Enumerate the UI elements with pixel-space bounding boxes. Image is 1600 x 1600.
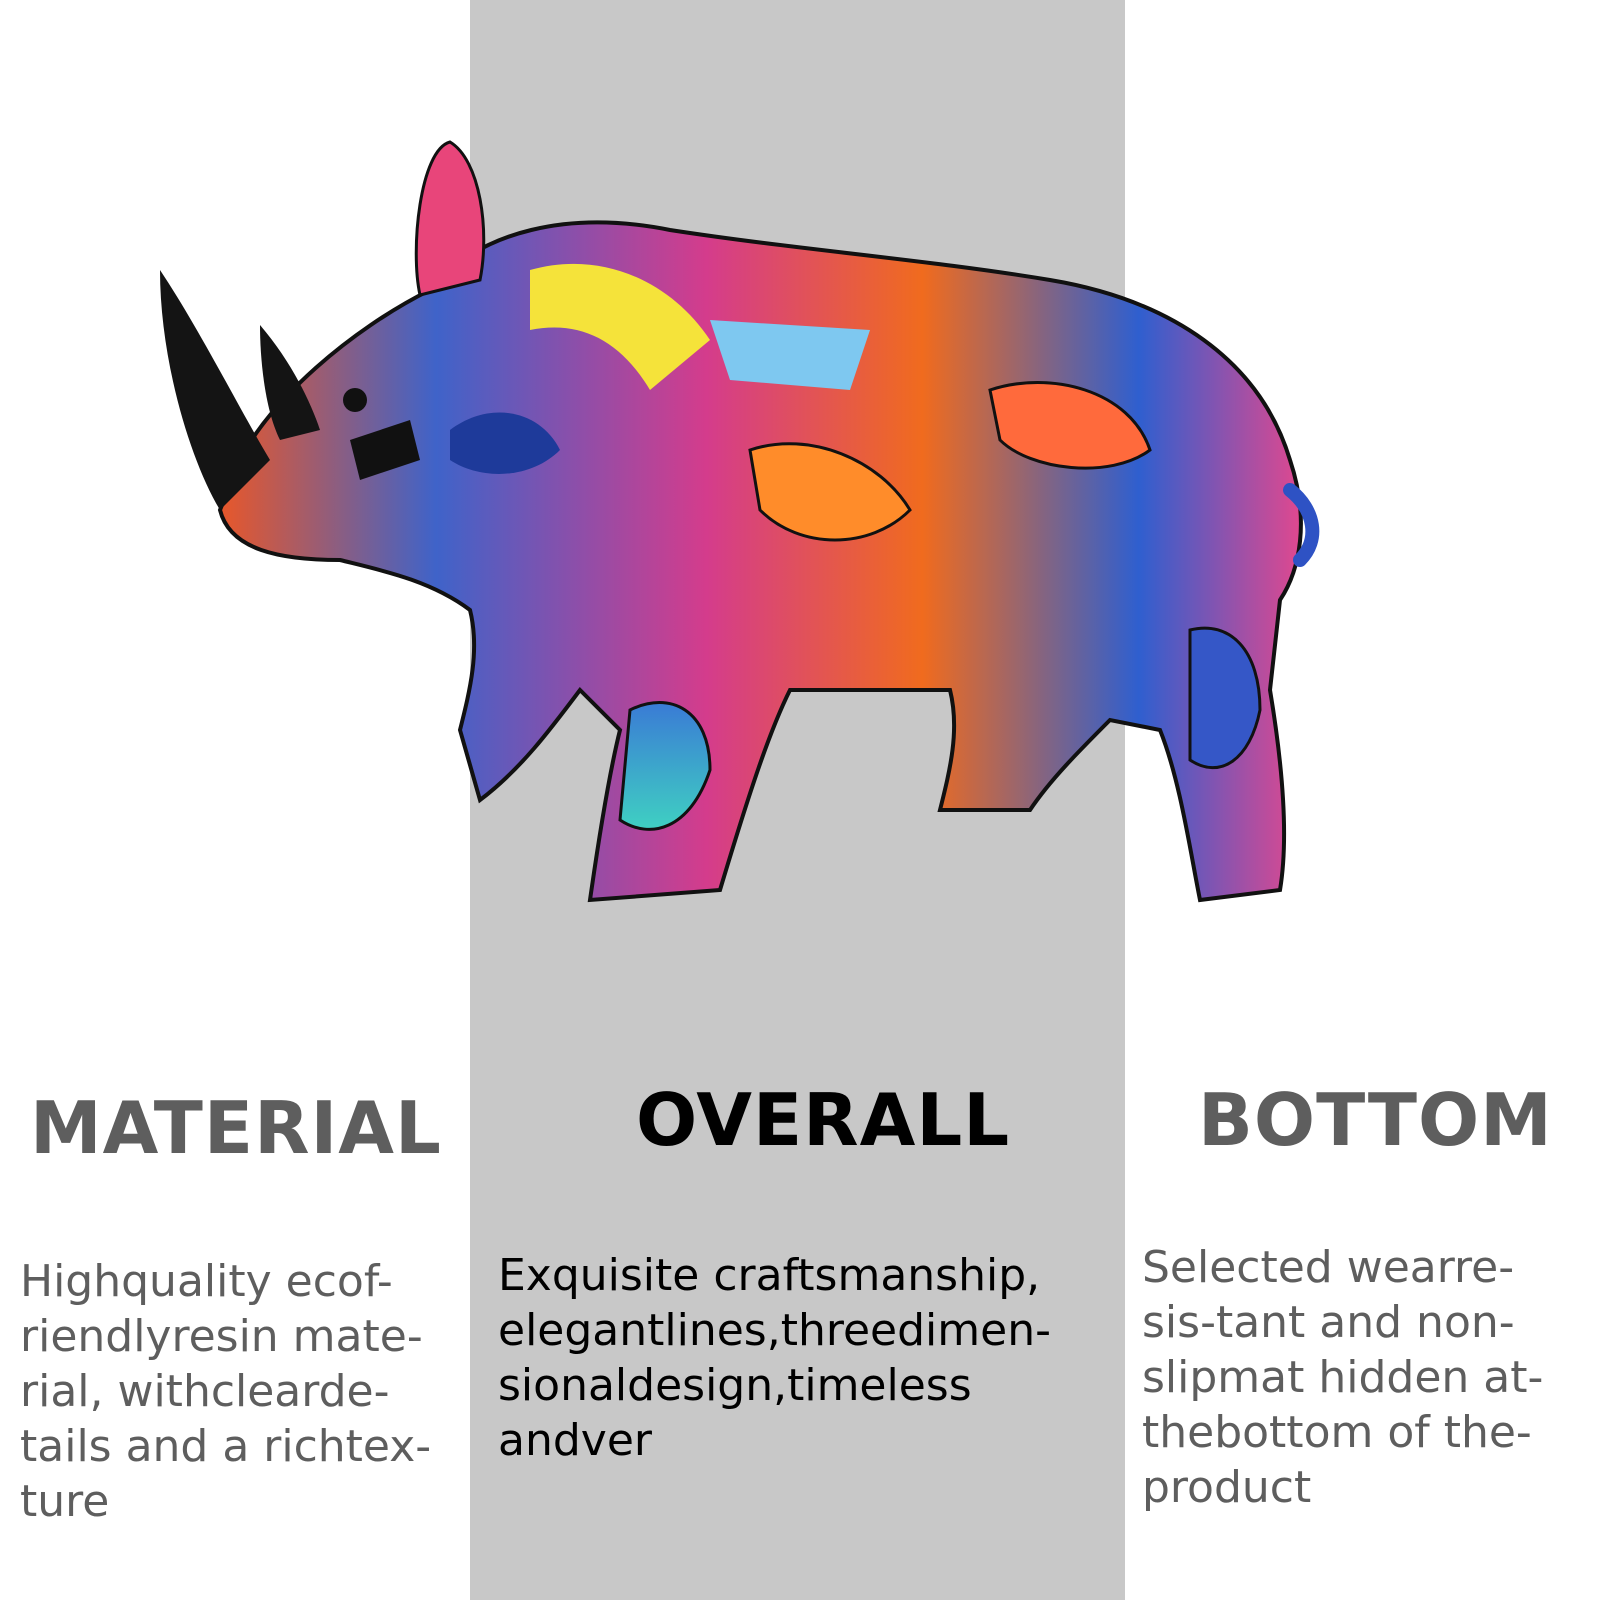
rhino-sculpture-icon: [150, 130, 1390, 950]
material-description: Highquality ecof- riendlyresin mate- ria…: [20, 1256, 432, 1527]
overall-description: Exquisite craftsmanship, elegantlines,th…: [498, 1250, 1051, 1466]
bottom-description: Selected wearre- sis-tant and non- slipm…: [1142, 1242, 1544, 1513]
bottom-heading: BOTTOM: [1198, 1078, 1553, 1162]
overall-heading: OVERALL: [636, 1078, 1011, 1162]
material-heading: MATERIAL: [30, 1086, 442, 1170]
